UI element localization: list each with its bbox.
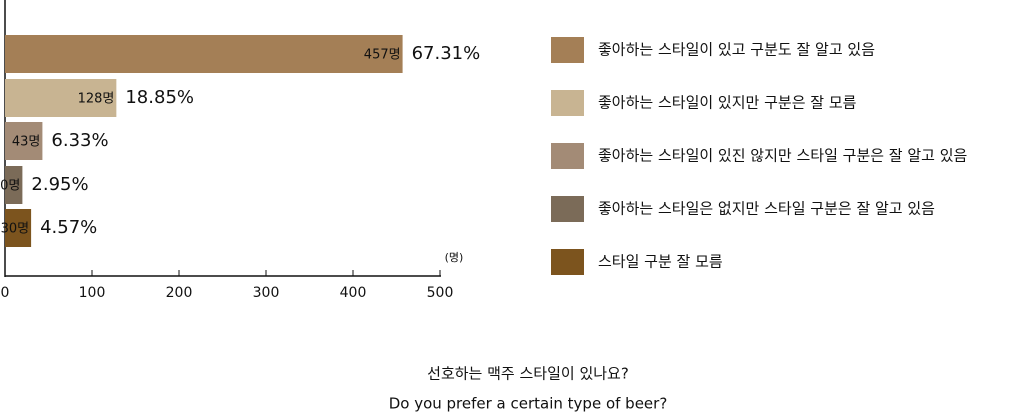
x-tick-label: 200 <box>166 285 193 301</box>
bar <box>5 209 32 247</box>
x-axis-label: (명) <box>445 251 464 264</box>
x-tick-label: 300 <box>253 285 280 301</box>
chart-title: 선호하는 맥주 스타일이 있나요? <box>427 365 629 383</box>
bar-value-label: 128명 <box>78 92 115 107</box>
bar <box>5 122 43 160</box>
legend-label: 스타일 구분 잘 모름 <box>598 253 723 271</box>
legend-label: 좋아하는 스타일은 없지만 스타일 구분은 잘 알고 있음 <box>598 200 935 218</box>
legend-label: 좋아하는 스타일이 있고 구분도 잘 알고 있음 <box>598 41 875 59</box>
bar-percent-label: 4.57% <box>40 217 97 238</box>
legend-swatch <box>551 196 584 222</box>
legend-swatch <box>551 143 584 169</box>
x-tick-label: 0 <box>1 285 10 301</box>
legend-label: 좋아하는 스타일이 있진 않지만 스타일 구분은 잘 알고 있음 <box>598 147 967 165</box>
bar-value-label: 43명 <box>12 135 41 150</box>
x-tick-label: 500 <box>427 285 454 301</box>
bar-percent-label: 18.85% <box>125 87 194 108</box>
bar <box>5 79 117 117</box>
bar-percent-label: 6.33% <box>51 130 108 151</box>
legend-swatch <box>551 249 584 275</box>
bar-value-label: 457명 <box>364 48 401 63</box>
x-tick-label: 400 <box>340 285 367 301</box>
bar-percent-label: 2.95% <box>31 174 88 195</box>
legend-swatch <box>551 37 584 63</box>
bar <box>5 166 23 204</box>
legend-label: 좋아하는 스타일이 있지만 구분은 잘 모름 <box>598 94 857 112</box>
legend-swatch <box>551 90 584 116</box>
bar-percent-label: 67.31% <box>412 43 481 64</box>
bar-value-label: 20명 <box>0 179 20 194</box>
chart-subtitle: Do you prefer a certain type of beer? <box>389 395 668 413</box>
bar <box>5 35 403 73</box>
x-tick-label: 100 <box>79 285 106 301</box>
bar-value-label: 30명 <box>1 222 30 237</box>
